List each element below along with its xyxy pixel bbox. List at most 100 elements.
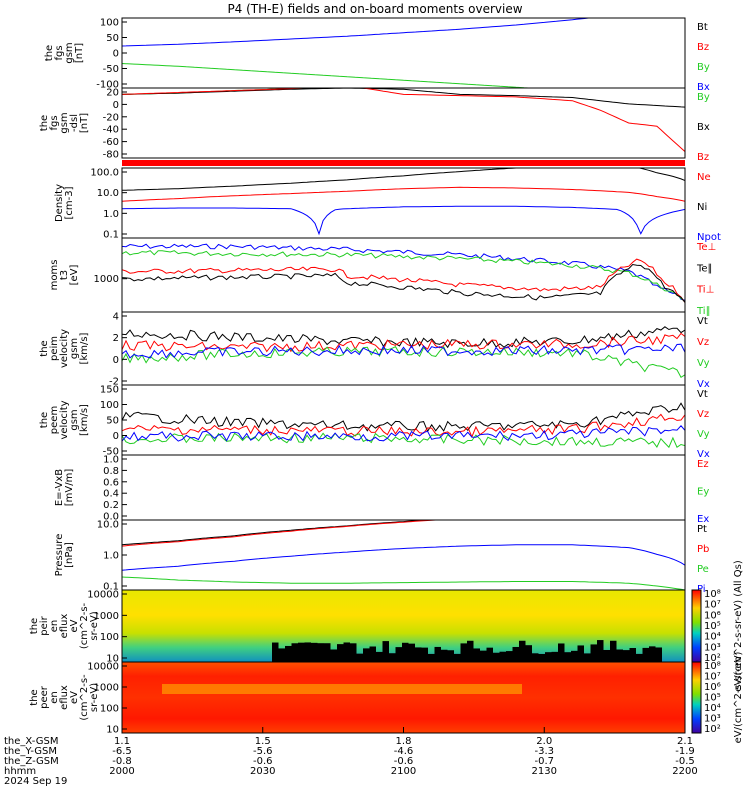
y-label-line: [mV/m]	[64, 469, 75, 507]
y-label-line: gsm	[64, 42, 75, 63]
panel-frame	[121, 17, 686, 89]
y-label-line: [km/s]	[79, 332, 90, 364]
y-label-line: gsm	[69, 338, 80, 359]
y-axis-label: Density [cm-3]	[54, 184, 75, 222]
y-label-line: velocity	[59, 400, 70, 439]
x-tick-label: -5.6	[253, 746, 273, 757]
series-Vy	[122, 432, 685, 449]
spectrogram-cell	[623, 650, 630, 662]
series-Pb	[122, 520, 444, 547]
legend-Ne: Ne	[697, 172, 711, 183]
y-label-line: peer	[39, 685, 50, 709]
colorbar-label: eV/(cm^2-s-sr-eV) (All Qs)	[733, 560, 744, 692]
legend-Te∥: Te∥	[696, 263, 713, 274]
spectrogram-cell	[330, 649, 337, 662]
spectrogram-cell	[415, 647, 422, 662]
y-label-line: (cm^2-s-	[79, 674, 90, 721]
x-tick-label: -6.5	[112, 746, 132, 757]
y-tick-label: 1.0	[103, 209, 119, 220]
x-tick-label: 2.0	[536, 736, 552, 747]
colorbar	[691, 589, 702, 663]
x-row-label: the_Z-GSM	[4, 756, 59, 767]
series-Te∥	[122, 263, 685, 303]
y-label-line: sr-eV)	[89, 611, 100, 640]
y-tick-label: 150	[100, 385, 119, 396]
y-tick-label: -60	[103, 137, 119, 148]
spectrogram-cell	[285, 645, 292, 662]
series-By	[122, 63, 535, 88]
y-tick-label: 10	[106, 725, 119, 736]
series-Ti∥	[122, 250, 685, 303]
y-tick-label: 4	[113, 312, 119, 323]
y-label-line: en	[49, 620, 60, 633]
x-tick-label: 1.1	[114, 736, 130, 747]
spectrogram-cell	[402, 642, 409, 662]
y-tick-label: 0	[113, 49, 119, 60]
colorbar-tick: 10²	[704, 724, 721, 735]
y-axis-label: the fgs gsm -dsl [nT]	[39, 112, 90, 133]
y-label-line: en	[49, 691, 60, 704]
spectrogram-cell	[558, 643, 565, 662]
y-axis-label: the fgs gsm [nT]	[44, 42, 85, 63]
y-tick-label: 1.0	[103, 455, 119, 466]
spectrogram-cell	[324, 643, 331, 662]
panel-frame	[121, 87, 686, 159]
x-tick-label: 2100	[391, 766, 416, 777]
series-Vy	[122, 345, 685, 379]
spectrogram-cell	[311, 642, 318, 662]
series-Vt	[122, 402, 685, 433]
y-tick-label: 20	[106, 88, 119, 99]
y-axis-label: the peir en eflux eV (cm^2-s-sr-eV)	[29, 602, 100, 649]
legend-Pt: Pt	[697, 524, 707, 535]
legend-By: By	[697, 92, 710, 103]
y-tick-label: 0.6	[103, 477, 119, 488]
spectrogram-cell	[291, 643, 298, 662]
panel-density: Density [cm-3]	[54, 167, 686, 239]
y-label-line: [nPa]	[64, 542, 75, 568]
series-Pi	[122, 544, 685, 571]
legend-Bx: Bx	[697, 82, 710, 93]
spectrogram-cell	[629, 648, 636, 662]
spectrogram-cell	[356, 653, 363, 662]
spectrogram-cell	[564, 652, 571, 662]
spectrogram-cell	[603, 649, 610, 662]
y-tick-label: 10000	[87, 590, 119, 601]
y-label-line: the	[39, 115, 50, 131]
colorbar-tick: 10⁵	[704, 621, 721, 632]
y-tick-label: 100	[100, 18, 119, 29]
y-axis-label: the peim velocity gsm [km/s]	[39, 329, 90, 368]
legend-Vx: Vx	[697, 379, 710, 390]
spectrogram-cell	[473, 648, 480, 662]
series-Te⊥	[122, 258, 685, 303]
x-tick-label: 1.5	[255, 736, 271, 747]
y-tick-label: 0.1	[103, 230, 119, 241]
panel-frame	[121, 519, 686, 591]
x-row-label: 2024 Sep 19	[4, 776, 67, 787]
spectrogram-cell	[649, 646, 656, 662]
x-row-label: hhmm	[4, 766, 36, 777]
spectrogram-cell	[525, 645, 532, 662]
spectrogram-cell	[369, 646, 376, 662]
y-label-line: eV	[69, 619, 80, 632]
panel-frame	[121, 454, 686, 521]
y-tick-label: -40	[103, 125, 119, 136]
x-tick-label: -4.6	[394, 746, 414, 757]
y-label-line: peir	[39, 615, 50, 635]
legend-Vx: Vx	[697, 449, 710, 460]
y-axis-label: Pressure [nPa]	[54, 534, 75, 577]
y-label-line: -dsl	[69, 114, 80, 132]
series-Vx	[122, 425, 685, 442]
x-tick-label: 2130	[532, 766, 557, 777]
spectrogram-cell	[551, 651, 558, 662]
legend-Vz: Vz	[697, 337, 709, 348]
y-tick-label: 100	[100, 632, 119, 643]
spectrogram-cell	[642, 647, 649, 662]
spectrogram-cell	[486, 647, 493, 662]
y-label-line: peim	[49, 336, 60, 361]
colorbar-tick: 10³	[704, 642, 721, 653]
spectrogram-cell	[376, 651, 383, 662]
panel-frame	[121, 167, 686, 239]
y-label-line: the	[29, 618, 40, 634]
y-tick-label: 10	[106, 654, 119, 665]
y-tick-label: 50	[106, 33, 119, 44]
